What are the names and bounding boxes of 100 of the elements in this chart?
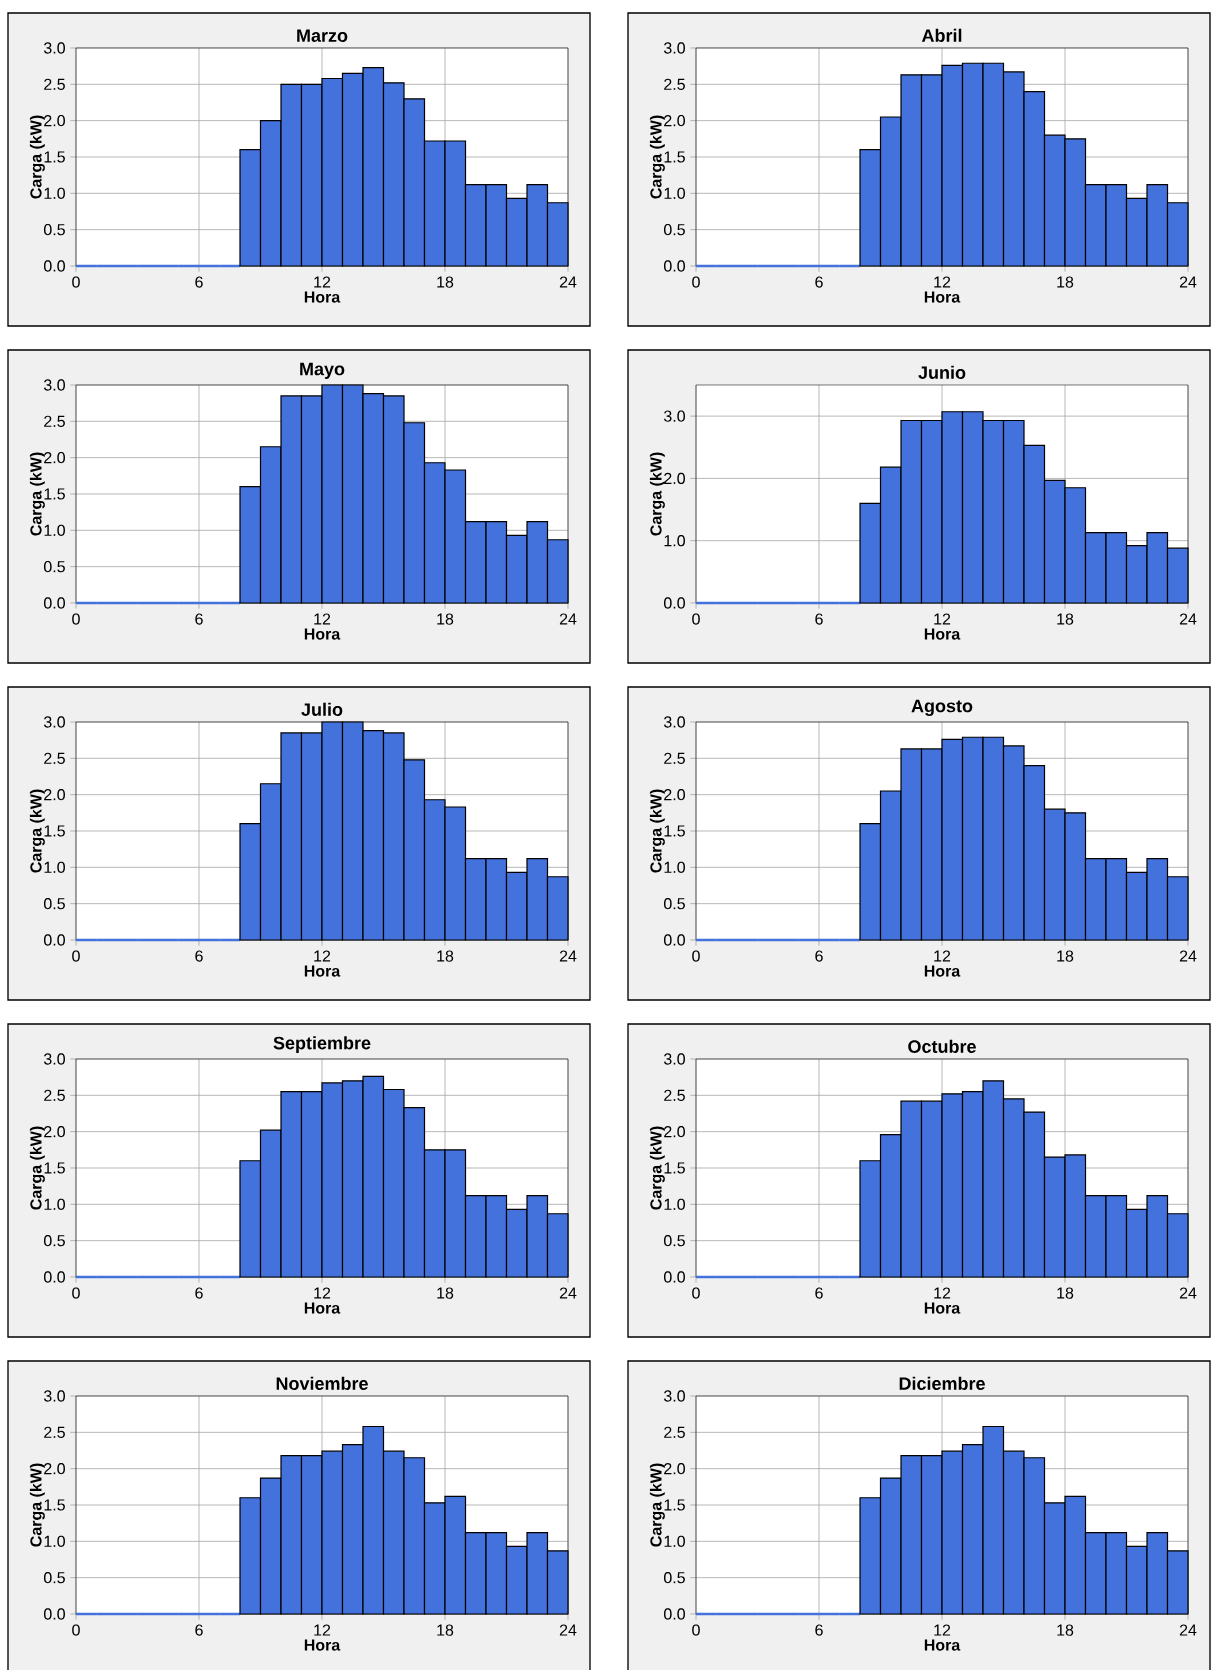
- y-tick-label: 3.0: [663, 410, 685, 422]
- y-axis-title: Carga (kW): [649, 1126, 665, 1210]
- x-tick-label: 6: [815, 613, 823, 625]
- x-tick-label: 12: [934, 276, 951, 288]
- x-tick-label: 12: [934, 1624, 951, 1636]
- y-tick-label: 2.5: [44, 78, 65, 90]
- y-tick-label: 0.0: [663, 260, 685, 272]
- x-tick-label: 24: [1179, 613, 1197, 625]
- y-tick-label: 1.5: [44, 1162, 65, 1174]
- y-tick-label: 2.0: [664, 1463, 685, 1475]
- y-tick-label: 1.5: [664, 1162, 685, 1174]
- chart-title: Junio: [918, 365, 966, 379]
- y-tick-label: 0.5: [43, 560, 65, 573]
- x-axis-title: Hora: [304, 1302, 341, 1314]
- y-axis-title: Carga (kW): [29, 1463, 45, 1547]
- x-tick-label: 0: [72, 276, 80, 288]
- y-tick-label: 3.0: [43, 1053, 65, 1065]
- y-tick-label: 2.5: [664, 78, 685, 90]
- x-tick-label: 18: [1057, 950, 1074, 962]
- x-tick-label: 18: [1057, 1287, 1074, 1299]
- x-tick-label: 24: [1179, 276, 1197, 288]
- chart-title: Abril: [921, 28, 962, 42]
- y-tick-label: 3.0: [43, 42, 65, 54]
- y-tick-label: 0.0: [663, 1608, 685, 1620]
- y-tick-label: 0.0: [43, 597, 65, 609]
- y-tick-label: 0.5: [43, 898, 65, 910]
- y-tick-label: 3.0: [663, 1053, 685, 1065]
- y-axis-title: Carga (kW): [29, 452, 45, 536]
- y-axis-title: Carga (kW): [649, 452, 665, 536]
- y-tick-label: 0.5: [663, 1235, 685, 1247]
- y-tick-label: 0.5: [663, 1572, 685, 1584]
- chart-title: Diciembre: [899, 1376, 985, 1390]
- chart-title: Septiembre: [273, 1036, 371, 1053]
- x-tick-label: 0: [72, 1287, 80, 1299]
- y-axis-title: Carga (kW): [29, 789, 45, 873]
- x-tick-label: 24: [559, 276, 577, 288]
- x-tick-label: 24: [559, 613, 577, 625]
- y-tick-label: 1.0: [44, 524, 65, 536]
- y-axis-title: Carga (kW): [649, 1463, 665, 1547]
- y-tick-label: 2.0: [664, 472, 685, 485]
- y-tick-label: 1.5: [664, 151, 685, 163]
- x-tick-label: 12: [314, 276, 331, 288]
- x-tick-label: 0: [72, 613, 80, 625]
- x-axis-title: Hora: [924, 965, 961, 977]
- y-tick-label: 2.0: [44, 789, 65, 801]
- y-tick-label: 2.0: [44, 114, 65, 127]
- y-tick-label: 2.0: [664, 114, 685, 127]
- y-tick-label: 2.5: [44, 752, 65, 764]
- x-tick-label: 0: [72, 950, 80, 962]
- y-tick-label: 2.5: [664, 752, 685, 764]
- x-tick-label: 18: [1057, 1624, 1074, 1636]
- x-tick-label: 0: [72, 1624, 80, 1636]
- x-tick-label: 12: [314, 1624, 331, 1636]
- y-tick-label: 1.0: [664, 1198, 685, 1210]
- y-tick-label: 1.0: [664, 187, 685, 199]
- x-tick-label: 6: [195, 950, 203, 962]
- chart-title: Agosto: [911, 699, 973, 716]
- chart-title: Marzo: [297, 29, 348, 42]
- y-tick-label: 2.5: [44, 415, 65, 427]
- x-axis-title: Hora: [304, 628, 341, 640]
- y-tick-label: 1.0: [664, 861, 685, 873]
- y-tick-label: 1.0: [664, 1535, 685, 1547]
- x-tick-label: 18: [1057, 276, 1074, 288]
- chart-title: Octubre: [908, 1039, 976, 1053]
- x-tick-label: 24: [559, 1624, 577, 1636]
- chart-title: Julio: [301, 702, 343, 716]
- y-tick-label: 1.5: [44, 1499, 65, 1511]
- x-tick-label: 6: [195, 613, 203, 625]
- y-tick-label: 2.0: [44, 1126, 65, 1138]
- x-tick-label: 18: [437, 276, 454, 288]
- x-axis-title: Hora: [924, 628, 961, 640]
- x-tick-label: 18: [437, 613, 454, 625]
- y-tick-label: 3.0: [663, 1390, 685, 1402]
- x-tick-label: 18: [437, 950, 454, 962]
- x-tick-label: 0: [692, 1624, 700, 1636]
- x-tick-label: 0: [692, 613, 700, 625]
- x-tick-label: 0: [692, 276, 700, 288]
- x-tick-label: 12: [934, 1287, 951, 1299]
- y-axis-title: Carga (kW): [29, 1126, 45, 1210]
- x-axis-title: Hora: [304, 1639, 341, 1651]
- y-axis-title: Carga (kW): [29, 115, 45, 199]
- x-tick-label: 18: [437, 1624, 454, 1636]
- y-tick-label: 0.0: [43, 1271, 65, 1283]
- y-tick-label: 1.0: [44, 861, 65, 873]
- y-tick-label: 0.5: [43, 223, 65, 236]
- y-tick-label: 1.0: [44, 1535, 65, 1547]
- x-tick-label: 6: [815, 1624, 823, 1636]
- y-tick-label: 0.0: [663, 1271, 685, 1283]
- x-axis-title: Hora: [924, 1639, 961, 1651]
- y-tick-label: 2.0: [44, 451, 65, 464]
- y-tick-label: 1.5: [44, 151, 65, 163]
- y-tick-label: 0.5: [43, 1235, 65, 1247]
- y-tick-label: 1.0: [44, 187, 65, 199]
- x-tick-label: 6: [195, 276, 203, 288]
- y-tick-label: 0.5: [43, 1572, 65, 1584]
- y-axis-title: Carga (kW): [649, 789, 665, 873]
- y-tick-label: 3.0: [43, 1390, 65, 1402]
- x-axis-title: Hora: [304, 291, 341, 303]
- x-tick-label: 6: [815, 950, 823, 962]
- y-tick-label: 2.5: [664, 1426, 685, 1438]
